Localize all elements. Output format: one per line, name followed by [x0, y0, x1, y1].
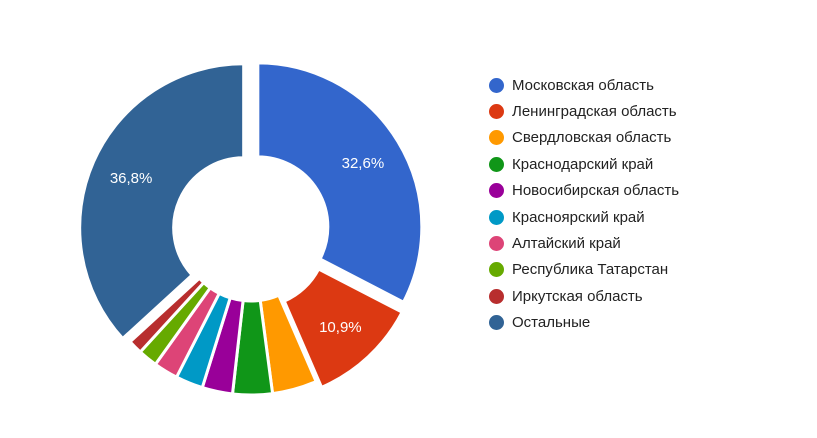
legend-item-sverdlovsk-oblast[interactable]: Свердловская область	[489, 125, 679, 151]
legend-swatch-icon	[489, 77, 504, 93]
legend-label: Свердловская область	[512, 129, 672, 147]
legend-item-leningrad-oblast[interactable]: Ленинградская область	[489, 98, 679, 124]
legend-label: Краснодарский край	[512, 155, 654, 173]
legend-item-irkutsk-oblast[interactable]: Иркутская область	[489, 283, 679, 309]
legend-item-moscow-oblast[interactable]: Московская область	[489, 72, 679, 98]
legend-item-novosibirsk-oblast[interactable]: Новосибирская область	[489, 178, 679, 204]
slice-value-label: 32,6%	[342, 155, 385, 172]
legend-swatch-icon	[489, 183, 504, 199]
legend-label: Остальные	[512, 314, 591, 332]
legend-item-krasnoyarsk-krai[interactable]: Красноярский край	[489, 204, 679, 230]
legend-swatch-icon	[489, 315, 504, 331]
legend-swatch-icon	[489, 104, 504, 120]
slice-value-label: 36,8%	[110, 170, 153, 187]
legend-item-tatarstan[interactable]: Республика Татарстан	[489, 257, 679, 283]
legend-label: Новосибирская область	[512, 182, 680, 200]
donut-slice[interactable]	[282, 266, 405, 390]
legend-label: Республика Татарстан	[512, 261, 669, 279]
legend-label: Ленинградская область	[512, 103, 677, 121]
donut-slice[interactable]	[256, 61, 424, 305]
legend-item-krasnodar-krai[interactable]: Краснодарский край	[489, 151, 679, 177]
legend-swatch-icon	[489, 156, 504, 172]
legend-label: Московская область	[512, 76, 654, 94]
legend-swatch-icon	[489, 236, 504, 252]
legend-label: Иркутская область	[512, 287, 643, 305]
legend-item-altai-krai[interactable]: Алтайский край	[489, 230, 679, 256]
legend-swatch-icon	[489, 288, 504, 304]
legend-swatch-icon	[489, 262, 504, 278]
donut-slice[interactable]	[127, 276, 206, 355]
donut-slice[interactable]	[78, 62, 246, 341]
legend-swatch-icon	[489, 130, 504, 146]
legend-item-others[interactable]: Остальные	[489, 310, 679, 336]
slice-value-labels: 32,6% 10,9% 36,8%	[110, 155, 384, 336]
slice-value-label: 10,9%	[319, 319, 362, 336]
donut-slices	[78, 61, 424, 397]
legend-label: Алтайский край	[512, 235, 621, 253]
legend-swatch-icon	[489, 209, 504, 225]
chart-legend: Московская область Ленинградская область…	[489, 72, 679, 336]
legend-label: Красноярский край	[512, 208, 645, 226]
